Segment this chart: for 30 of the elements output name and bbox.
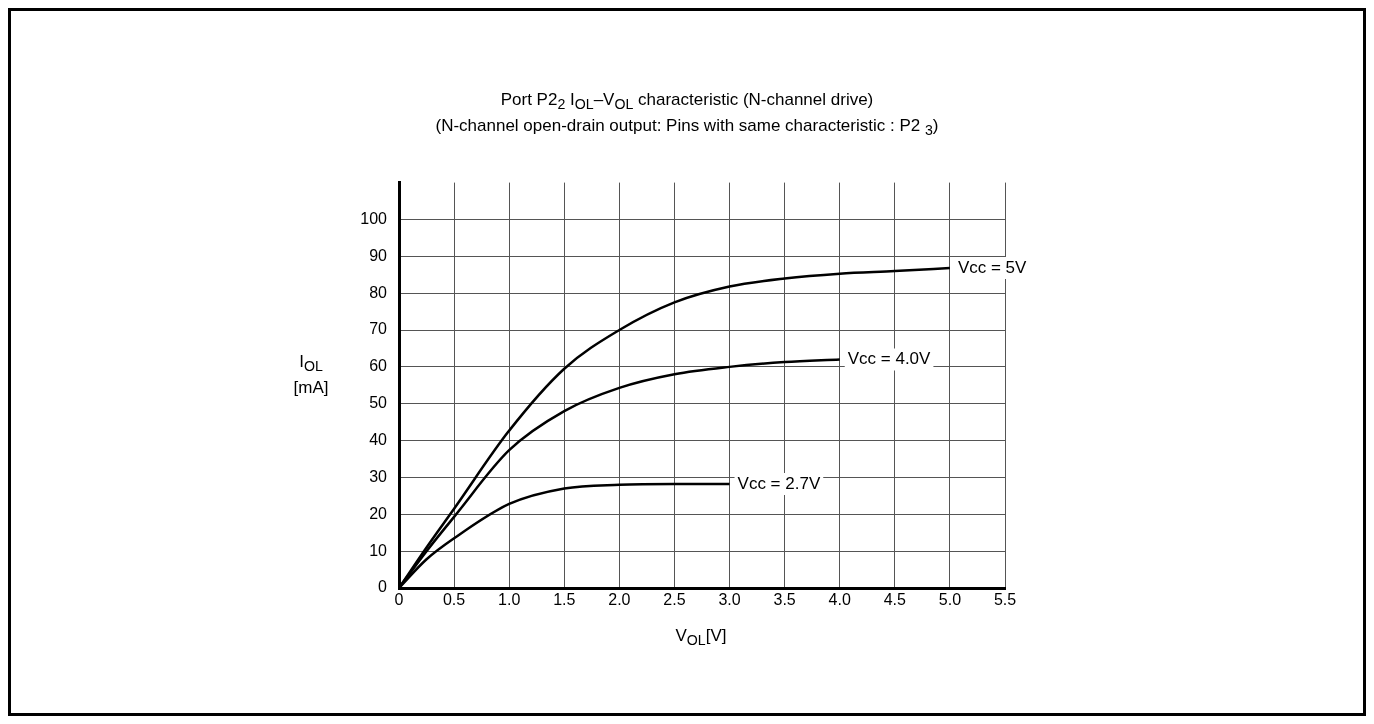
y-axis-title: I$_{OL}$ [mA] [292, 351, 330, 400]
x-tick-label: 4.5 [883, 591, 907, 609]
series-label: Vcc = 5V [957, 257, 1028, 277]
x-tick-label: 5.0 [938, 591, 962, 609]
x-tick-label: 0.5 [442, 591, 466, 609]
x-tick-label: 3.5 [773, 591, 796, 609]
x-tick-label: 2.0 [608, 591, 631, 609]
series-label: Vcc = 4.0V [847, 349, 932, 369]
x-tick-label: 3.0 [718, 591, 741, 609]
y-tick-label: 50 [369, 394, 388, 412]
y-tick-label: 10 [369, 541, 388, 559]
y-tick-label: 20 [369, 504, 388, 522]
y-tick-label: 40 [369, 430, 388, 448]
y-tick-label: 70 [369, 320, 388, 338]
x-tick-label: 2.5 [663, 591, 686, 609]
chart-title: Port P2$_{2}$ I$_{OL}$–V$_{OL}$ characteristic (N-channel drive) [499, 89, 875, 115]
x-tick-label: 5.5 [993, 591, 1017, 609]
series-label: Vcc = 2.7V [737, 473, 821, 493]
x-tick-label: 1.5 [553, 591, 576, 609]
y-tick-label: 30 [369, 467, 388, 485]
chart-subtitle: (N-channel open-drain output: Pins with same characteristic : P2 $_{3}$) [434, 115, 940, 141]
y-tick-label: 90 [369, 246, 388, 264]
y-tick-label: 100 [360, 209, 388, 227]
y-tick-label: 0 [378, 578, 388, 596]
y-tick-label: 80 [369, 283, 388, 301]
x-tick-label: 0 [394, 591, 404, 609]
y-tick-label: 60 [369, 357, 388, 375]
x-tick-label: 4.0 [828, 591, 851, 609]
x-axis-title: V$_{OL}$[V] [674, 626, 728, 649]
x-tick-label: 1.0 [498, 591, 521, 609]
